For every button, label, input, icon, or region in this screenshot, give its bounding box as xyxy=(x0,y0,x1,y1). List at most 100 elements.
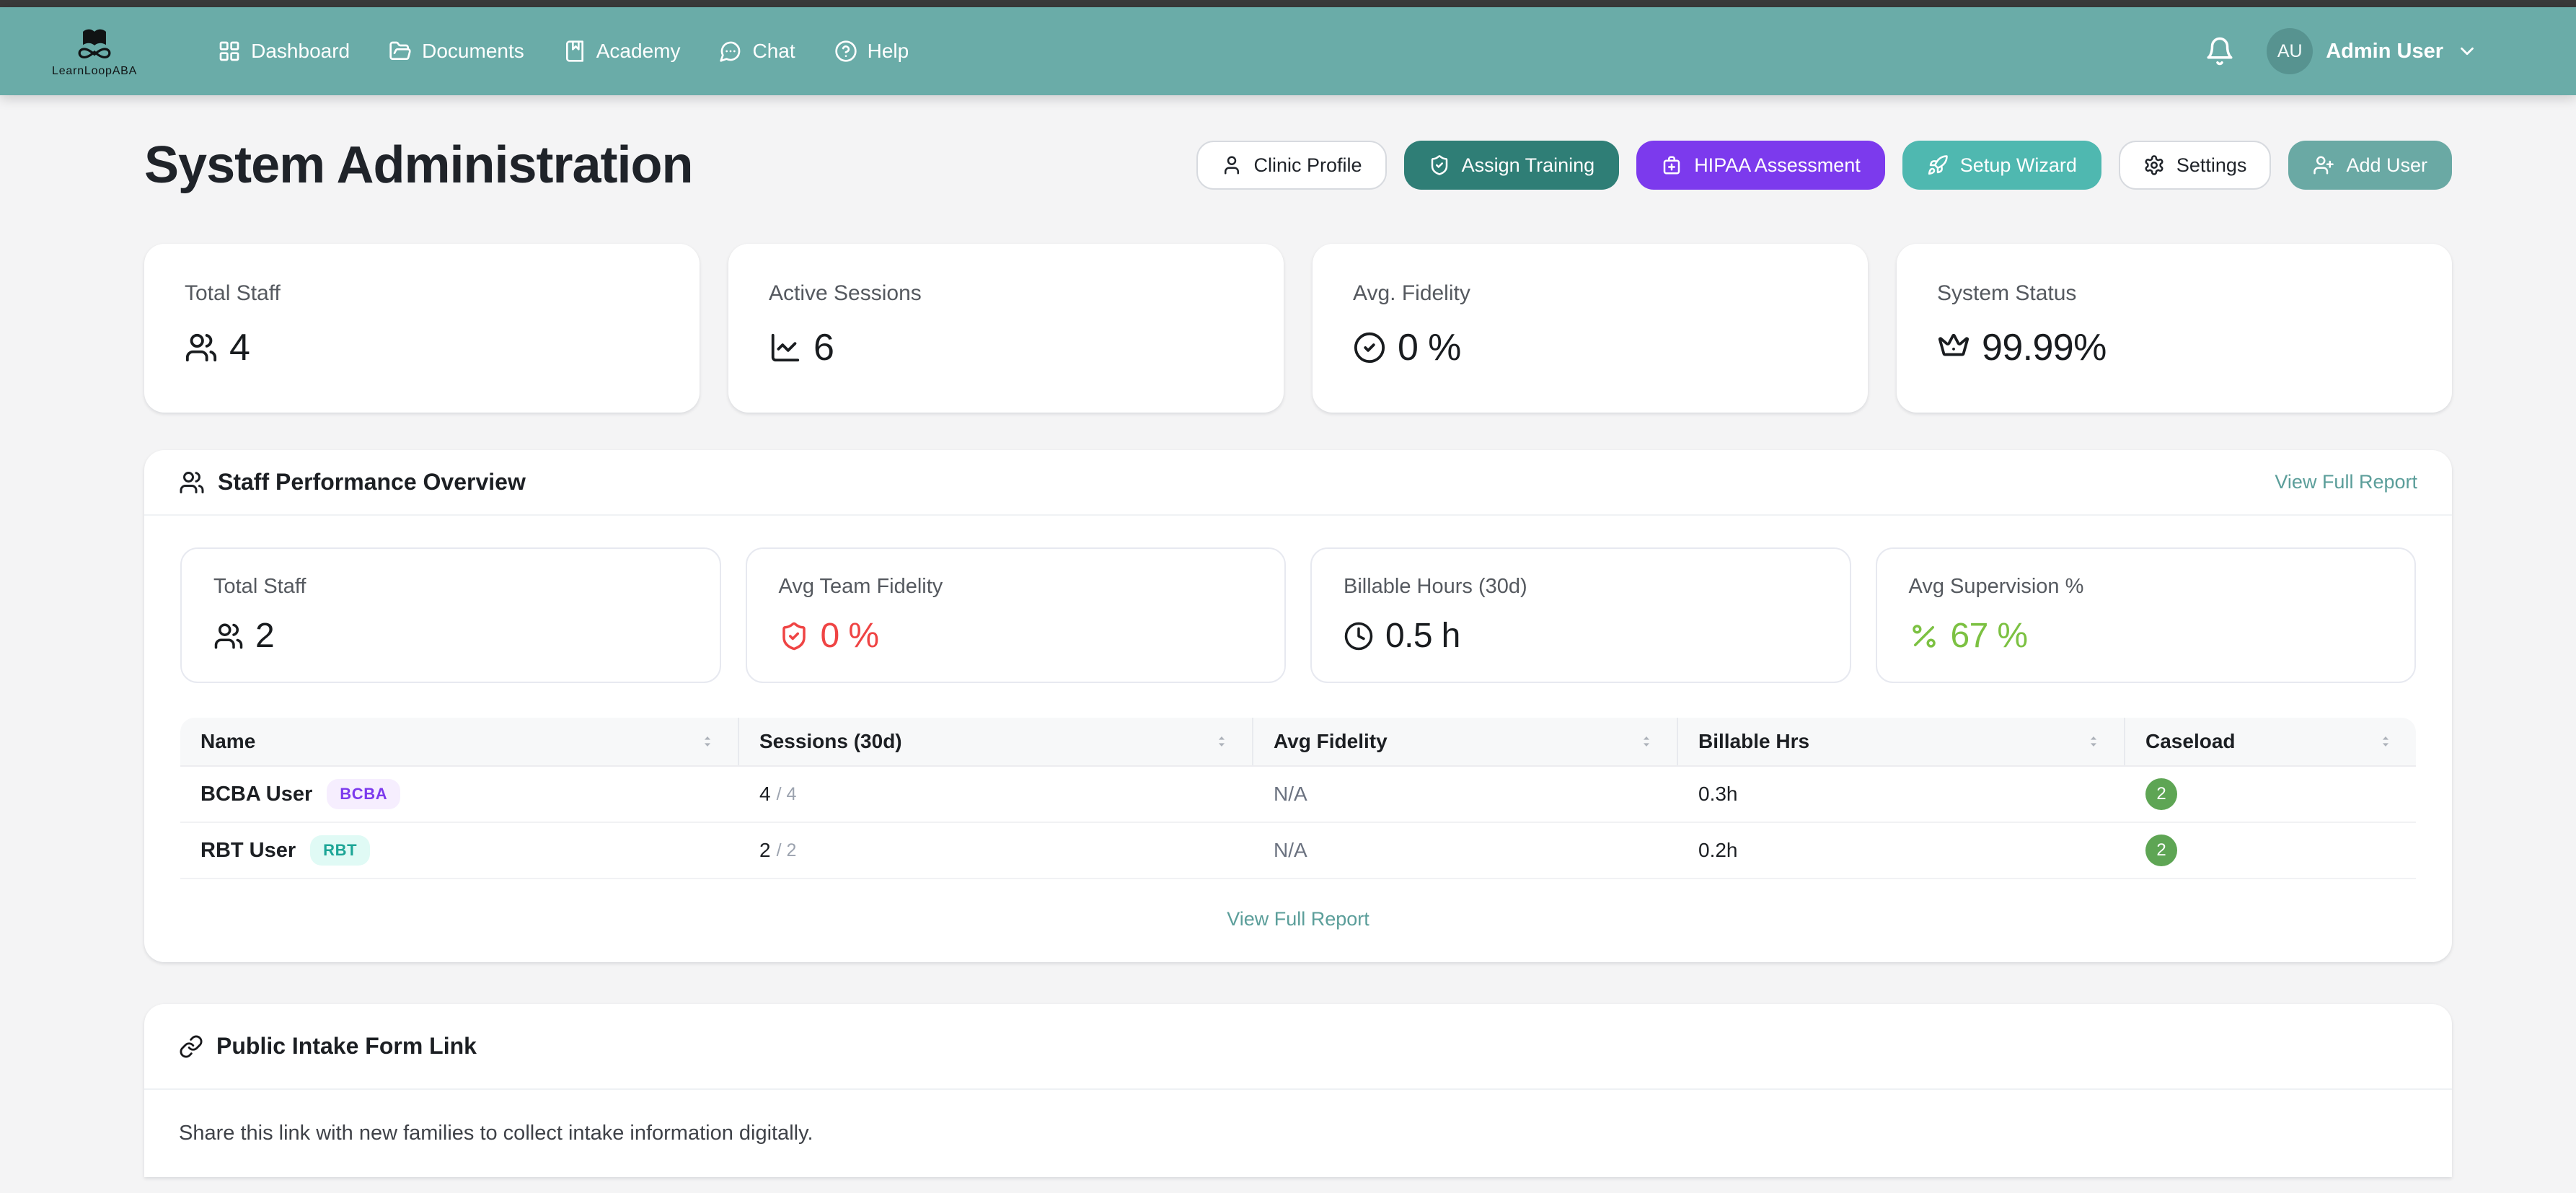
stat-card-active-sessions: Active Sessions 6 xyxy=(728,244,1284,413)
subcard-label: Billable Hours (30d) xyxy=(1344,575,1527,598)
staff-performance-body: Total Staff 2 Avg Team Fidelity 0 xyxy=(144,516,2452,962)
nav-label: Documents xyxy=(422,40,524,62)
percent-icon xyxy=(1909,621,1939,651)
hipaa-assessment-button[interactable]: HIPAA Assessment xyxy=(1636,141,1885,190)
column-label: Billable Hrs xyxy=(1698,730,1810,752)
page-header: System Administration Clinic Profile Ass… xyxy=(144,136,2452,195)
help-icon xyxy=(834,40,857,63)
users-icon xyxy=(185,331,218,364)
sort-icon xyxy=(2376,731,2396,752)
clinic-profile-button[interactable]: Clinic Profile xyxy=(1196,141,1387,190)
avg-fidelity-value: N/A xyxy=(1274,783,1307,805)
staff-performance-header: Staff Performance Overview View Full Rep… xyxy=(144,450,2452,516)
sort-icon xyxy=(1636,731,1657,752)
public-intake-header: Public Intake Form Link xyxy=(144,1004,2452,1090)
users-icon xyxy=(179,470,205,496)
button-label: Setup Wizard xyxy=(1959,154,2077,176)
column-header-sessions[interactable]: Sessions (30d) xyxy=(739,718,1253,765)
window-top-strip xyxy=(0,0,2576,7)
main-content: System Administration Clinic Profile Ass… xyxy=(144,136,2452,1177)
subcard-avg-supervision: Avg Supervision % 67 % xyxy=(1875,547,2416,683)
add-user-button[interactable]: Add User xyxy=(2288,141,2452,190)
subcard-value: 67 % xyxy=(1950,617,2029,655)
bell-icon[interactable] xyxy=(2205,36,2235,66)
column-header-billable-hrs[interactable]: Billable Hrs xyxy=(1678,718,2125,765)
avg-fidelity-value: N/A xyxy=(1274,839,1307,861)
book-icon xyxy=(563,40,586,63)
grid-icon xyxy=(218,40,241,63)
stat-value: 6 xyxy=(813,327,834,369)
clock-icon xyxy=(1344,621,1374,651)
nav-item-help[interactable]: Help xyxy=(834,40,909,63)
column-header-caseload[interactable]: Caseload xyxy=(2125,718,2416,765)
button-label: Clinic Profile xyxy=(1253,154,1362,176)
subcard-avg-team-fidelity: Avg Team Fidelity 0 % xyxy=(745,547,1286,683)
users-icon xyxy=(213,621,244,651)
nav-item-dashboard[interactable]: Dashboard xyxy=(218,40,350,63)
nav-label: Help xyxy=(867,40,909,62)
user-menu[interactable]: AU Admin User xyxy=(2267,28,2478,74)
staff-table-header: Name Sessions (30d) Avg Fidelity Billabl… xyxy=(180,718,2416,767)
rocket-icon xyxy=(1927,154,1949,176)
stat-card-avg-fidelity: Avg. Fidelity 0 % xyxy=(1313,244,1868,413)
subcard-value: 2 xyxy=(255,617,275,655)
chevron-down-icon xyxy=(2456,40,2478,62)
header-actions: Clinic Profile Assign Training HIPAA Ass… xyxy=(1196,141,2452,190)
intake-title: Public Intake Form Link xyxy=(216,1033,477,1059)
column-label: Name xyxy=(200,730,256,752)
sessions-total: / 2 xyxy=(776,840,797,860)
assign-training-button[interactable]: Assign Training xyxy=(1403,141,1620,190)
stat-value: 0 % xyxy=(1398,327,1461,369)
folder-icon xyxy=(389,40,412,63)
link-icon xyxy=(179,1034,203,1059)
sort-icon xyxy=(697,731,718,752)
nav-item-documents[interactable]: Documents xyxy=(389,40,524,63)
column-header-name[interactable]: Name xyxy=(180,718,739,765)
stat-label: Total Staff xyxy=(185,281,281,305)
billable-value: 0.3h xyxy=(1698,783,1738,805)
subcard-value: 0.5 h xyxy=(1385,617,1460,655)
gear-icon xyxy=(2143,154,2165,176)
sessions-total: / 4 xyxy=(776,783,797,804)
stat-value: 4 xyxy=(229,327,250,369)
page-title: System Administration xyxy=(144,136,694,194)
view-full-report-link[interactable]: View Full Report xyxy=(2275,471,2417,493)
view-full-report-link-bottom[interactable]: View Full Report xyxy=(1227,908,1369,930)
crown-icon xyxy=(1937,331,1970,364)
sessions-value: 2 xyxy=(759,839,771,861)
app-logo[interactable]: LearnLoopABA xyxy=(52,25,137,78)
stat-card-total-staff: Total Staff 4 xyxy=(144,244,700,413)
table-footer: View Full Report xyxy=(180,879,2416,962)
subcard-billable-hours: Billable Hours (30d) 0.5 h xyxy=(1310,547,1851,683)
subcard-total-staff: Total Staff 2 xyxy=(180,547,721,683)
avatar: AU xyxy=(2267,28,2313,74)
role-badge: RBT xyxy=(310,835,371,866)
caseload-badge: 2 xyxy=(2145,835,2177,866)
button-label: Assign Training xyxy=(1461,154,1595,176)
shield-check-icon xyxy=(779,621,809,651)
sort-icon xyxy=(1212,731,1232,752)
medical-case-icon xyxy=(1661,154,1682,176)
column-header-avg-fidelity[interactable]: Avg Fidelity xyxy=(1253,718,1678,765)
column-label: Caseload xyxy=(2145,730,2236,752)
navbar: LearnLoopABA Dashboard Documents Academy… xyxy=(0,7,2576,95)
public-intake-panel: Public Intake Form Link Share this link … xyxy=(144,1004,2452,1177)
button-label: HIPAA Assessment xyxy=(1694,154,1861,176)
check-circle-icon xyxy=(1353,331,1386,364)
staff-performance-panel: Staff Performance Overview View Full Rep… xyxy=(144,450,2452,962)
nav-label: Academy xyxy=(596,40,681,62)
settings-button[interactable]: Settings xyxy=(2118,141,2272,190)
stats-row: Total Staff 4 Active Sessions 6 Avg. Fid… xyxy=(144,244,2452,413)
button-label: Settings xyxy=(2176,154,2247,176)
book-infinity-logo-icon xyxy=(73,25,116,63)
stat-value: 99.99% xyxy=(1982,327,2107,369)
nav-item-chat[interactable]: Chat xyxy=(719,40,795,63)
user-name: Admin User xyxy=(2326,39,2443,63)
nav-item-academy[interactable]: Academy xyxy=(563,40,681,63)
subcard-value: 0 % xyxy=(820,617,880,655)
nav-menu: Dashboard Documents Academy Chat Help xyxy=(218,40,909,63)
subcard-label: Total Staff xyxy=(213,575,306,598)
setup-wizard-button[interactable]: Setup Wizard xyxy=(1902,141,2101,190)
stat-label: System Status xyxy=(1937,281,2077,305)
line-chart-icon xyxy=(769,331,802,364)
